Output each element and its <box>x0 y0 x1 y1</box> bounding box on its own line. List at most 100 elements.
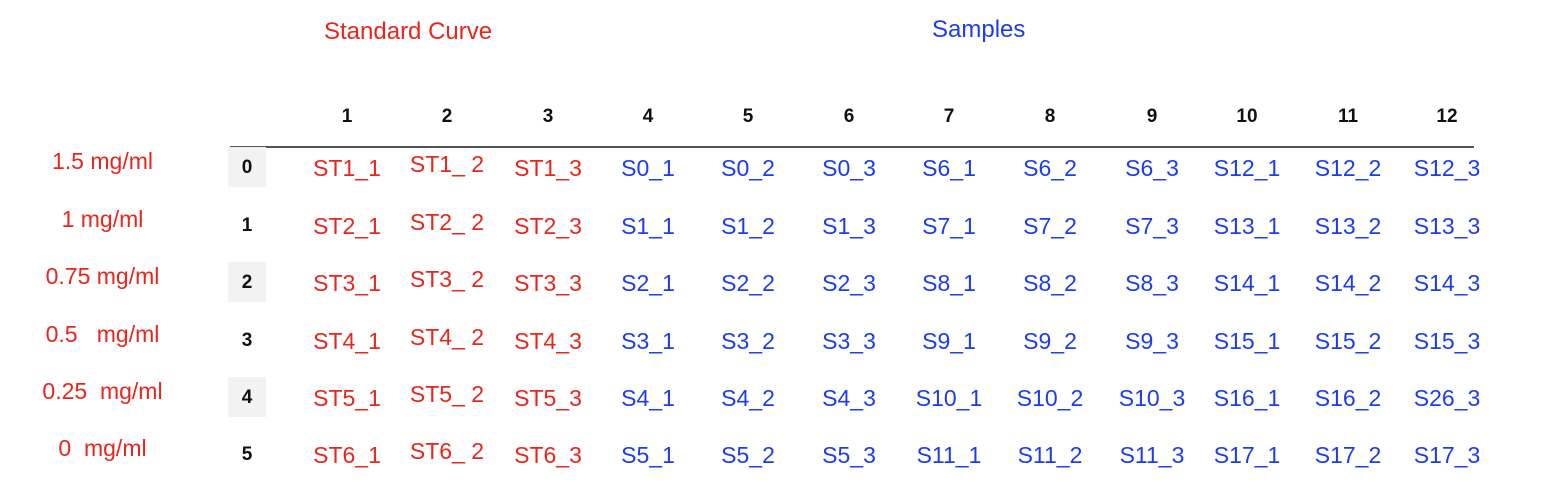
sample-well-cell: S0_2 <box>721 155 775 181</box>
column-header-2: 2 <box>441 106 453 127</box>
standard-well-cell: ST1_ 2 <box>409 151 485 177</box>
sample-well-cell: S11_1 <box>916 442 982 468</box>
sample-well-cell: S16_2 <box>1314 385 1382 411</box>
sample-well-cell: S15_2 <box>1314 328 1382 354</box>
standard-well-cell: ST2_1 <box>313 213 381 239</box>
sample-well-cell: S17_3 <box>1413 442 1481 468</box>
column-header-10: 10 <box>1236 106 1258 127</box>
row-index-shade <box>228 147 266 187</box>
sample-well-cell: S9_3 <box>1125 328 1179 354</box>
sample-well-cell: S3_3 <box>822 328 876 354</box>
column-header-3: 3 <box>542 106 554 127</box>
row-index: 5 <box>241 444 253 465</box>
sample-well-cell: S14_3 <box>1413 270 1481 296</box>
column-header-11: 11 <box>1337 106 1359 127</box>
sample-well-cell: S0_3 <box>822 155 876 181</box>
header-divider <box>230 146 1474 148</box>
row-index: 1 <box>241 215 253 236</box>
sample-well-cell: S11_3 <box>1119 442 1185 468</box>
sample-well-cell: S6_2 <box>1023 155 1077 181</box>
sample-well-cell: S2_2 <box>721 270 775 296</box>
sample-well-cell: S7_3 <box>1125 213 1179 239</box>
sample-well-cell: S8_3 <box>1125 270 1179 296</box>
sample-well-cell: S3_2 <box>721 328 775 354</box>
sample-well-cell: S5_1 <box>621 442 675 468</box>
sample-well-cell: S10_2 <box>1016 385 1084 411</box>
standard-well-cell: ST4_ 2 <box>409 324 485 350</box>
sample-well-cell: S17_2 <box>1314 442 1382 468</box>
standard-well-cell: ST2_ 2 <box>409 209 485 235</box>
column-header-7: 7 <box>943 106 955 127</box>
sample-well-cell: S10_1 <box>915 385 983 411</box>
column-header-12: 12 <box>1436 106 1458 127</box>
row-index: 2 <box>241 272 253 293</box>
column-header-9: 9 <box>1146 106 1158 127</box>
sample-well-cell: S11_2 <box>1017 442 1083 468</box>
sample-well-cell: S2_1 <box>621 270 675 296</box>
standard-well-cell: ST3_3 <box>514 270 582 296</box>
row-index: 3 <box>241 330 253 351</box>
sample-well-cell: S2_3 <box>822 270 876 296</box>
standard-well-cell: ST6_1 <box>313 442 381 468</box>
sample-well-cell: S6_3 <box>1125 155 1179 181</box>
sample-well-cell: S12_3 <box>1413 155 1481 181</box>
sample-well-cell: S1_3 <box>822 213 876 239</box>
sample-well-cell: S5_2 <box>721 442 775 468</box>
sample-well-cell: S26_3 <box>1413 385 1481 411</box>
concentration-label: 0.25 mg/ml <box>42 378 163 404</box>
standard-well-cell: ST6_ 2 <box>409 438 485 464</box>
sample-well-cell: S7_1 <box>922 213 976 239</box>
sample-well-cell: S8_1 <box>922 270 976 296</box>
sample-well-cell: S4_1 <box>621 385 675 411</box>
row-index-shade <box>228 262 266 302</box>
sample-well-cell: S4_2 <box>721 385 775 411</box>
sample-well-cell: S3_1 <box>621 328 675 354</box>
sample-well-cell: S13_1 <box>1213 213 1281 239</box>
sample-well-cell: S5_3 <box>822 442 876 468</box>
concentration-label: 0 mg/ml <box>58 435 147 461</box>
concentration-label: 1 mg/ml <box>61 206 144 232</box>
concentration-label: 1.5 mg/ml <box>52 148 153 174</box>
sample-well-cell: S14_2 <box>1314 270 1382 296</box>
sample-well-cell: S8_2 <box>1023 270 1077 296</box>
standard-well-cell: ST1_3 <box>514 155 582 181</box>
concentration-label: 0.75 mg/ml <box>45 263 160 289</box>
sample-well-cell: S1_1 <box>621 213 675 239</box>
standard-well-cell: ST5_ 2 <box>409 381 485 407</box>
standard-well-cell: ST5_3 <box>514 385 582 411</box>
sample-well-cell: S7_2 <box>1023 213 1077 239</box>
sample-well-cell: S12_1 <box>1213 155 1281 181</box>
sample-well-cell: S13_2 <box>1314 213 1382 239</box>
concentration-label: 0.5 mg/ml <box>45 321 160 347</box>
column-header-4: 4 <box>642 106 654 127</box>
sample-well-cell: S9_2 <box>1023 328 1077 354</box>
standard-well-cell: ST3_1 <box>313 270 381 296</box>
sample-well-cell: S16_1 <box>1213 385 1281 411</box>
sample-well-cell: S17_1 <box>1213 442 1281 468</box>
standard-well-cell: ST6_3 <box>514 442 582 468</box>
row-index: 0 <box>241 157 253 178</box>
row-index: 4 <box>241 387 253 408</box>
sample-well-cell: S15_1 <box>1213 328 1281 354</box>
standard-well-cell: ST2_3 <box>514 213 582 239</box>
sample-well-cell: S1_2 <box>721 213 775 239</box>
column-header-1: 1 <box>341 106 353 127</box>
sample-well-cell: S4_3 <box>822 385 876 411</box>
row-index-shade <box>228 377 266 417</box>
standard-curve-heading: Standard Curve <box>324 18 493 45</box>
column-header-8: 8 <box>1044 106 1056 127</box>
sample-well-cell: S15_3 <box>1413 328 1481 354</box>
sample-well-cell: S6_1 <box>922 155 976 181</box>
sample-well-cell: S9_1 <box>922 328 976 354</box>
standard-well-cell: ST4_1 <box>313 328 381 354</box>
sample-well-cell: S14_1 <box>1213 270 1281 296</box>
standard-well-cell: ST4_3 <box>514 328 582 354</box>
sample-well-cell: S13_3 <box>1413 213 1481 239</box>
sample-well-cell: S0_1 <box>621 155 675 181</box>
column-header-6: 6 <box>843 106 855 127</box>
standard-well-cell: ST3_ 2 <box>409 266 485 292</box>
standard-well-cell: ST5_1 <box>313 385 381 411</box>
samples-heading: Samples <box>932 16 1026 43</box>
sample-well-cell: S10_3 <box>1118 385 1186 411</box>
standard-well-cell: ST1_1 <box>313 155 381 181</box>
